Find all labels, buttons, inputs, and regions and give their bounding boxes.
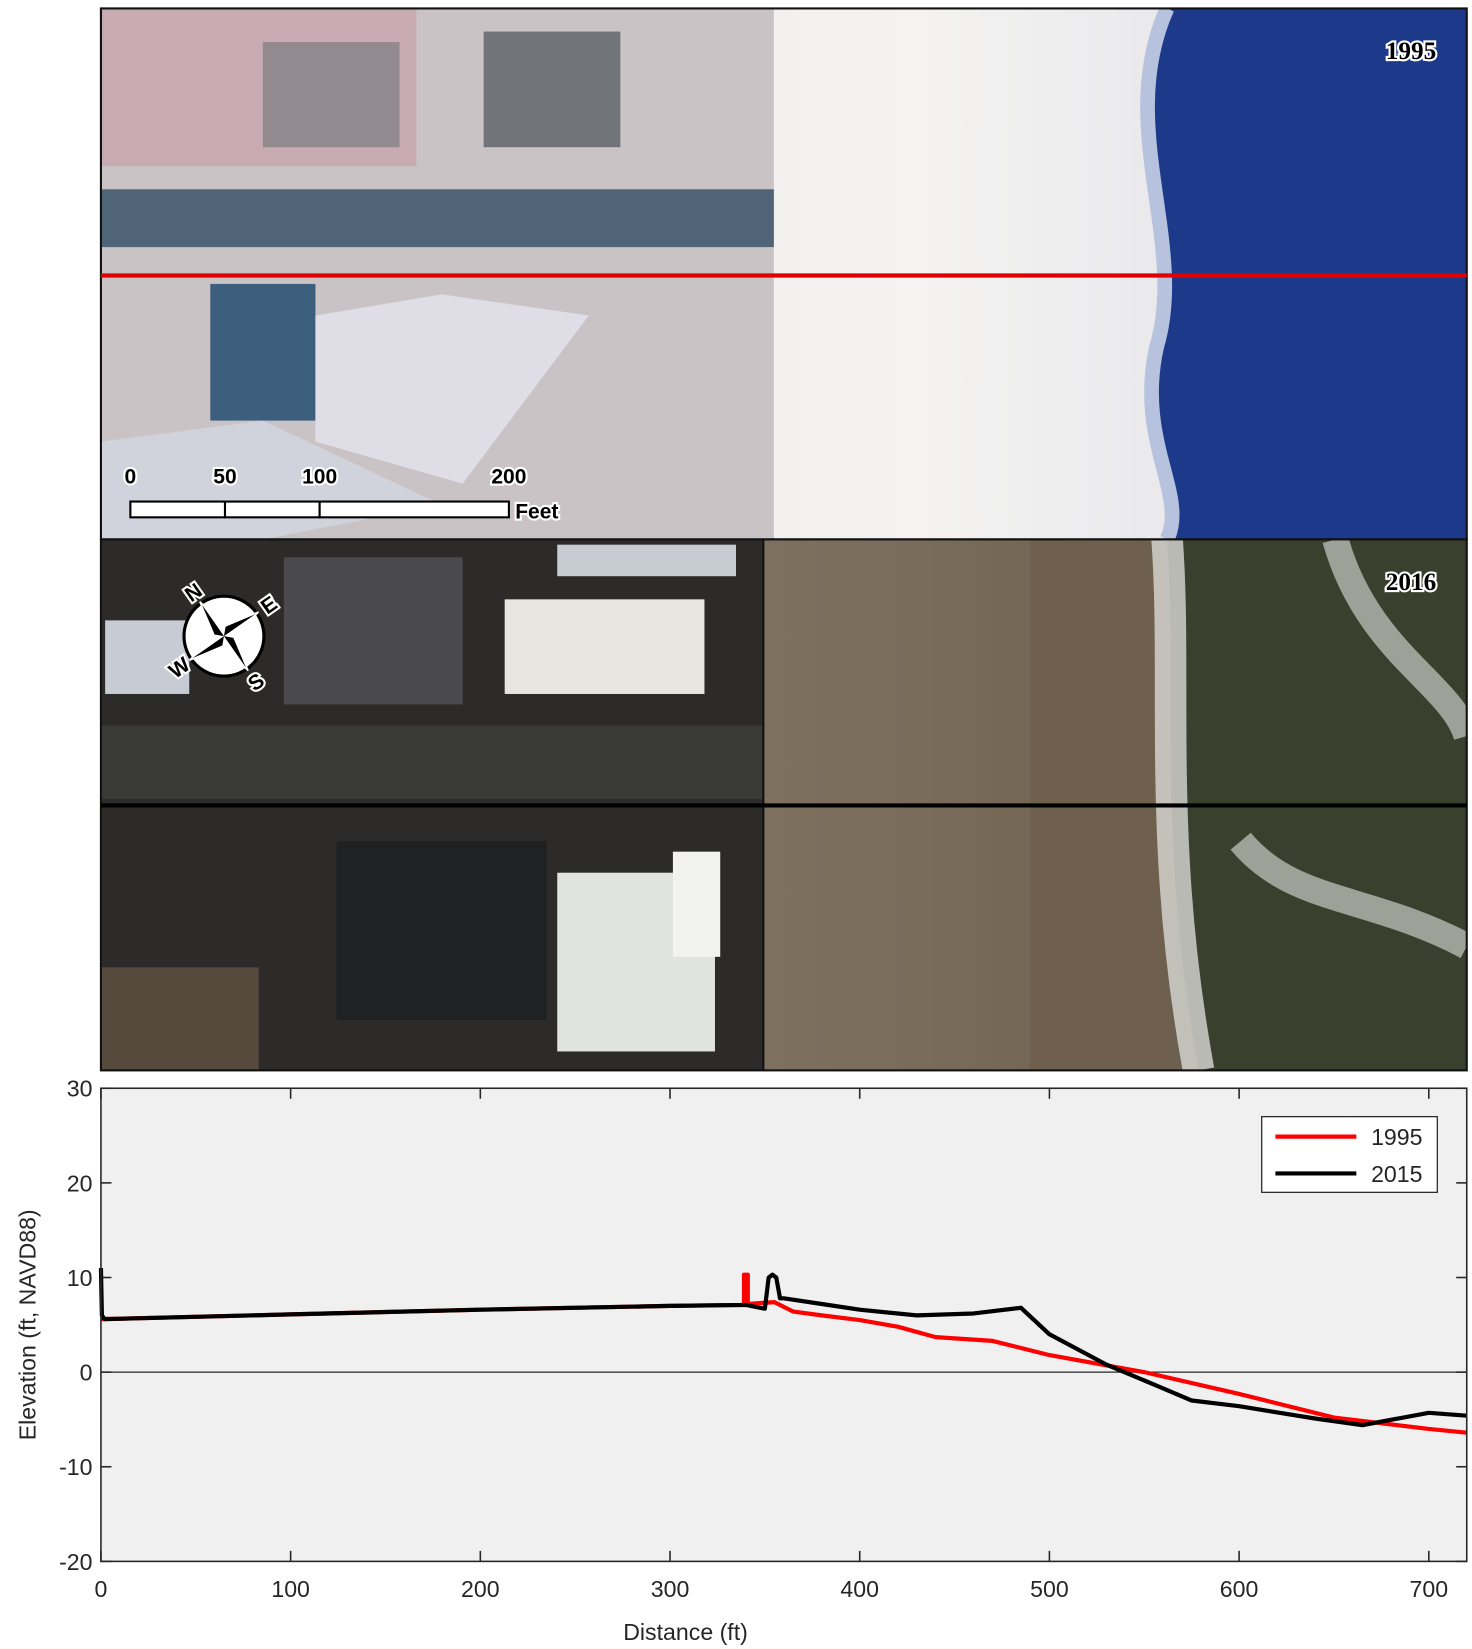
line-series bbox=[98, 1268, 1467, 1428]
year-label: 2016 bbox=[1386, 569, 1436, 596]
y-tick-label: 20 bbox=[67, 1170, 93, 1196]
axes-box bbox=[100, 1087, 1468, 1563]
scale-label: 0 bbox=[125, 466, 137, 489]
year-label: 1995 bbox=[1386, 38, 1436, 65]
y-axis-title: Elevation (ft, NAVD88) bbox=[15, 1209, 41, 1440]
y-tick-label: -20 bbox=[59, 1549, 92, 1575]
x-axis-title: Distance (ft) bbox=[623, 1619, 748, 1645]
x-tick-label: 700 bbox=[1410, 1576, 1449, 1602]
x-tick-label: 400 bbox=[840, 1576, 879, 1602]
y-tick-label: 10 bbox=[67, 1265, 93, 1291]
x-tick-label: 0 bbox=[94, 1576, 107, 1602]
scale-bar: 0 50 100 200 Feet bbox=[122, 464, 560, 526]
chart: Distance (ft) Elevation (ft, NAVD88) -20… bbox=[15, 1076, 1468, 1645]
y-tick-label: -10 bbox=[59, 1454, 92, 1480]
x-tick-label: 500 bbox=[1030, 1576, 1069, 1602]
y-tick-label: 0 bbox=[80, 1360, 93, 1386]
scale-label: 100 bbox=[302, 466, 337, 489]
legend-label: 2015 bbox=[1371, 1161, 1422, 1187]
legend-box bbox=[1261, 1116, 1438, 1193]
x-tick-label: 100 bbox=[271, 1576, 310, 1602]
scale-unit: Feet bbox=[515, 500, 558, 523]
y-tick-label: 30 bbox=[67, 1076, 93, 1102]
x-tick-label: 600 bbox=[1220, 1576, 1259, 1602]
x-tick-label: 300 bbox=[651, 1576, 690, 1602]
scale-label: 50 bbox=[213, 466, 236, 489]
scale-label: 200 bbox=[491, 466, 526, 489]
legend-label: 1995 bbox=[1371, 1124, 1422, 1150]
plot-area bbox=[100, 1088, 1467, 1562]
x-tick-label: 200 bbox=[461, 1576, 500, 1602]
